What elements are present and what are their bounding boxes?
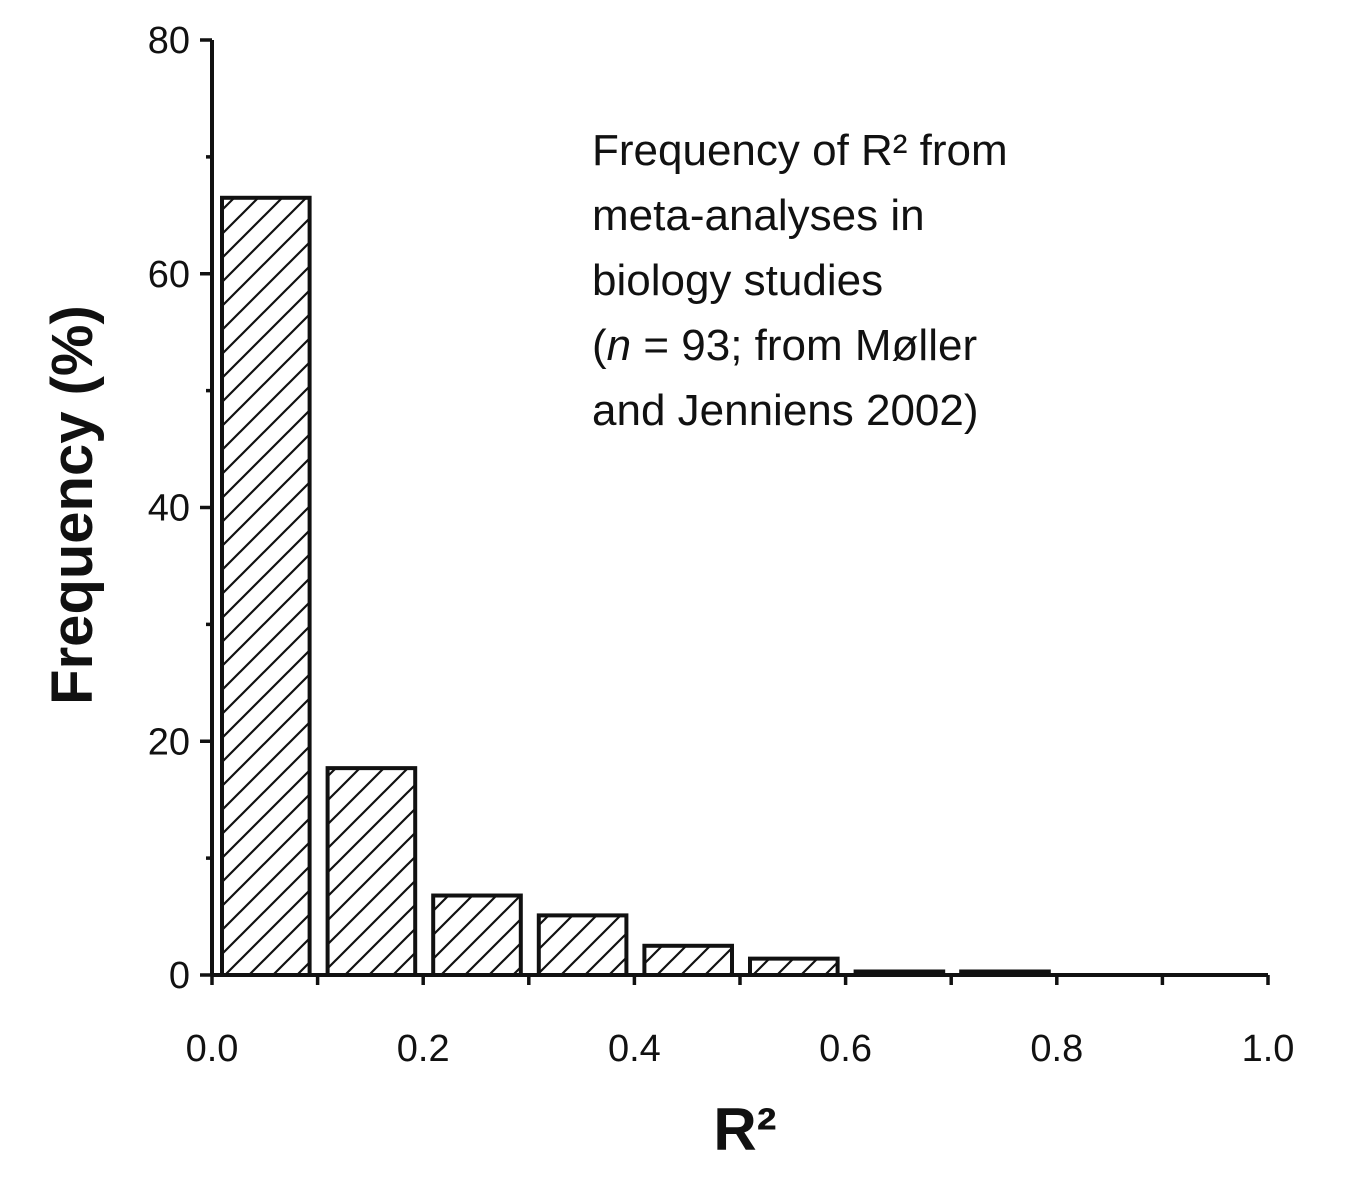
bars-group [220,195,1051,978]
x-axis-ticks: 0.0 0.2 0.4 0.6 0.8 1.0 [186,975,1295,1070]
y-tick-label: 60 [148,254,190,296]
x-tick-label: 0.8 [1030,1028,1083,1070]
y-axis-ticks: 0 20 40 60 80 [148,20,212,997]
x-axis-label: R² [713,1096,776,1163]
annotation-line: (n = 93; from Møller [592,321,977,370]
y-axis-label: Frequency (%) [40,305,105,705]
bar-3 [536,913,629,977]
annotation-line: biology studies [592,256,883,305]
y-tick-label: 20 [148,721,190,763]
bar-2 [431,893,523,978]
annotation-text: Frequency of R² from meta-analyses in biol… [592,126,1008,435]
bar-5 [748,956,840,978]
x-tick-label: 0.2 [397,1028,450,1070]
annotation-line: meta-analyses in [592,191,925,240]
x-tick-label: 0.0 [186,1028,239,1070]
y-tick-label: 40 [148,488,190,530]
bar-1 [325,766,418,977]
bar-0 [220,195,312,977]
x-tick-label: 1.0 [1242,1028,1295,1070]
annotation-line: and Jenniens 2002) [592,386,979,435]
annotation-line: Frequency of R² from [592,126,1008,175]
x-tick-label: 0.4 [608,1028,661,1070]
bar-4 [642,943,735,977]
x-tick-label: 0.6 [819,1028,872,1070]
y-tick-label: 80 [148,20,190,62]
y-tick-label: 0 [169,955,190,997]
